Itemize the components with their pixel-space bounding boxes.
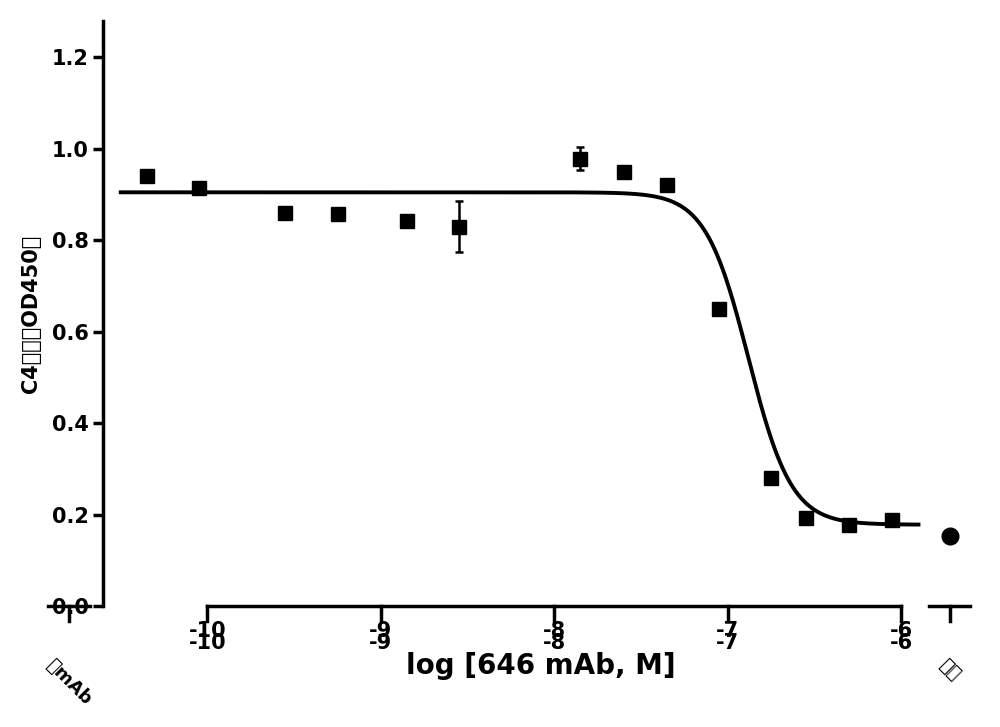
Text: -7: -7 — [716, 633, 739, 654]
Text: -9: -9 — [369, 633, 392, 654]
X-axis label: log [646 mAb, M]: log [646 mAb, M] — [406, 652, 676, 680]
Y-axis label: C4沉积［OD450］: C4沉积［OD450］ — [21, 234, 41, 393]
Text: -6: -6 — [890, 633, 913, 654]
Text: 对照: 对照 — [936, 656, 964, 684]
Text: -10: -10 — [189, 633, 226, 654]
Text: -8: -8 — [543, 633, 566, 654]
Text: 无mAb: 无mAb — [42, 656, 95, 708]
